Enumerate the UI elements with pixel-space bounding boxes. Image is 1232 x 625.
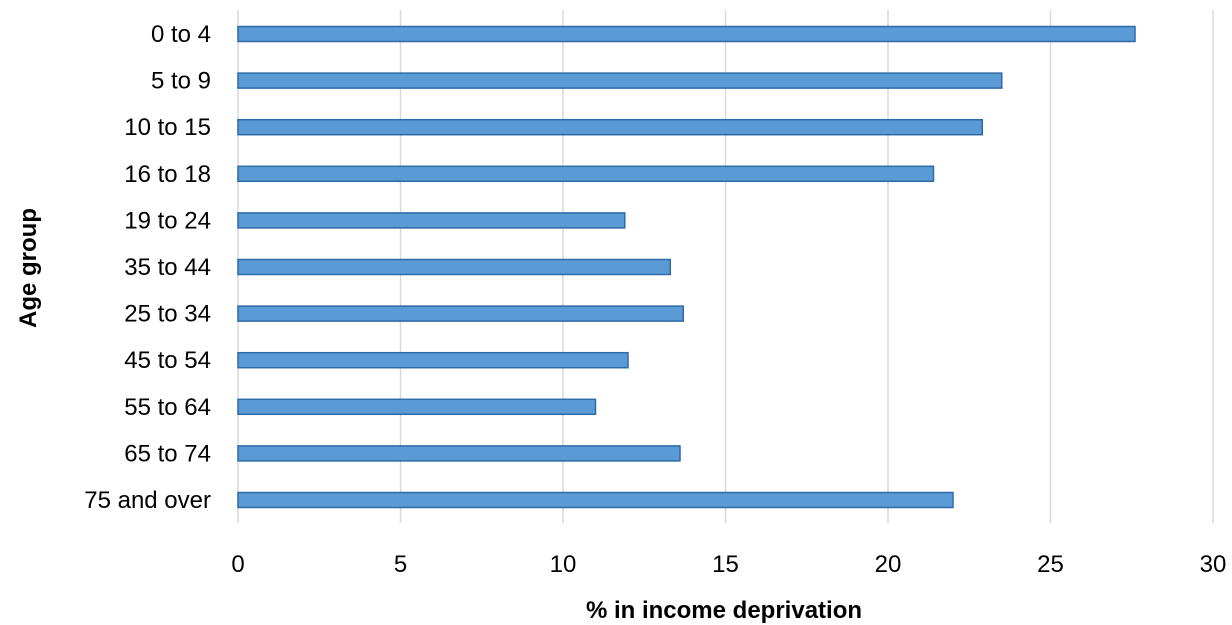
y-category-label: 5 to 9: [151, 68, 211, 95]
x-tick-label: 5: [394, 551, 407, 578]
y-axis-tick-labels: 0 to 4 5 to 9 10 to 15 16 to 18 19 to 24 35 t…: [84, 21, 211, 514]
x-tick-label: 15: [712, 551, 739, 578]
bar: [237, 258, 671, 276]
bar: [237, 491, 954, 509]
bar: [237, 212, 626, 229]
y-category-label: 25 to 34: [124, 301, 211, 328]
x-axis-tick-labels: 0 5 10 15 20 25 30: [231, 551, 1226, 578]
x-axis-title: % in income deprivation: [586, 597, 862, 624]
bar: [237, 72, 1003, 89]
y-category-label: 45 to 54: [124, 347, 211, 374]
gridlines: [237, 10, 1214, 523]
bar: [237, 445, 681, 462]
bars: [237, 25, 1136, 509]
y-axis-title: Age group: [15, 208, 42, 328]
bar: [237, 25, 1136, 43]
y-category-label: 35 to 44: [124, 254, 211, 281]
y-category-label: 55 to 64: [124, 394, 211, 421]
bar: [237, 118, 983, 136]
y-category-label: 16 to 18: [124, 161, 211, 188]
x-tick-label: 10: [550, 551, 577, 578]
x-tick-label: 20: [875, 551, 902, 578]
bar: [237, 398, 597, 416]
y-category-label: 75 and over: [84, 487, 211, 514]
y-category-label: 19 to 24: [124, 207, 211, 234]
y-category-label: 0 to 4: [151, 21, 211, 48]
y-category-label: 65 to 74: [124, 440, 211, 467]
bar: [237, 305, 684, 322]
x-tick-label: 25: [1037, 551, 1064, 578]
x-tick-label: 30: [1200, 551, 1227, 578]
x-tick-label: 0: [231, 551, 244, 578]
bar: [237, 165, 935, 183]
y-category-label: 10 to 15: [124, 114, 211, 141]
bar: [237, 351, 629, 369]
